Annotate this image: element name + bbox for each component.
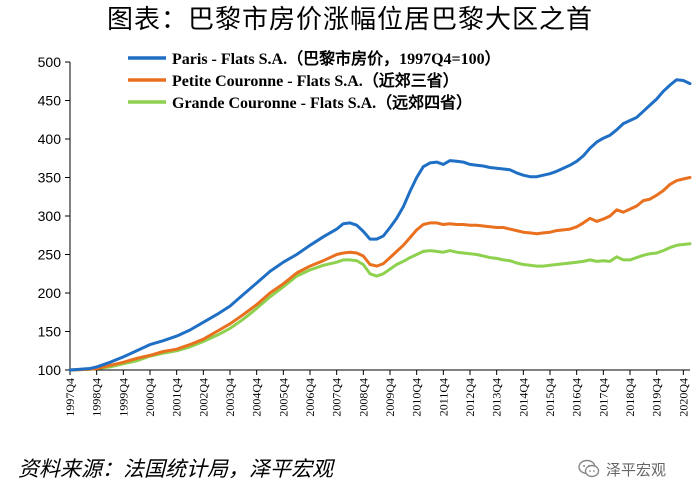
x-tick-label: 2011Q4 — [436, 378, 450, 416]
chart-title: 图表：巴黎市房价涨幅位居巴黎大区之首 — [106, 5, 593, 35]
y-tick-label: 150 — [38, 324, 62, 340]
x-axis: 1997Q4 1998Q4 1999Q4 2000Q4 2001Q4 2002Q4 2003… — [63, 369, 690, 417]
legend-label-0: Paris - Flats S.A.（巴黎市房价，1997Q4=100） — [172, 49, 501, 68]
series-line-2 — [68, 242, 692, 372]
x-tick-label: 2007Q4 — [330, 378, 344, 417]
series-line-1 — [68, 176, 692, 372]
x-tick-label: 2020Q4 — [676, 378, 690, 417]
x-tick-label: 2012Q4 — [463, 378, 477, 417]
series-line-0 — [68, 78, 692, 372]
legend-label-1: Petite Couronne - Flats S.A.（近郊三省） — [172, 71, 459, 90]
wechat-icon — [578, 459, 600, 478]
watermark: 泽平宏观 — [578, 454, 666, 484]
x-tick-label: 2010Q4 — [410, 378, 424, 417]
x-tick-label: 2009Q4 — [383, 378, 397, 417]
x-tick-label: 1998Q4 — [90, 378, 104, 417]
x-tick-label: 2014Q4 — [516, 378, 530, 417]
y-tick-label: 450 — [38, 93, 62, 109]
legend: Paris - Flats S.A.（巴黎市房价，1997Q4=100） Peti… — [128, 49, 501, 112]
x-tick-label: 2004Q4 — [250, 378, 264, 417]
watermark-text: 泽平宏观 — [606, 460, 667, 479]
x-tick-label: 2002Q4 — [196, 378, 210, 417]
x-tick-label: 2000Q4 — [143, 378, 157, 417]
y-tick-label: 400 — [38, 131, 62, 147]
x-tick-label: 2016Q4 — [570, 378, 584, 417]
source-note: 资料来源：法国统计局，泽平宏观 — [18, 457, 333, 481]
y-tick-label: 100 — [38, 362, 62, 378]
x-tick-label: 2019Q4 — [650, 378, 664, 417]
x-tick-label: 2001Q4 — [170, 378, 184, 417]
x-tick-label: 1997Q4 — [63, 378, 77, 417]
y-tick-label: 200 — [38, 285, 62, 301]
y-tick-label: 350 — [38, 170, 62, 186]
x-tick-label: 2013Q4 — [490, 378, 504, 417]
x-tick-label: 2017Q4 — [596, 378, 610, 417]
y-axis: 100 150 200 250 300 350 400 450 500 — [38, 54, 71, 378]
line-chart: 100 150 200 250 300 350 400 450 500 1997Q4 1998Q4… — [38, 49, 692, 417]
x-tick-label: 2015Q4 — [543, 378, 557, 417]
x-tick-label: 2005Q4 — [276, 378, 290, 417]
x-tick-label: 2003Q4 — [223, 378, 237, 417]
plot-lines — [68, 78, 692, 372]
y-tick-label: 500 — [38, 54, 62, 70]
x-tick-label: 2006Q4 — [303, 378, 317, 417]
x-tick-label: 1999Q4 — [116, 378, 130, 417]
x-tick-label: 2008Q4 — [356, 378, 370, 417]
y-tick-label: 250 — [38, 247, 62, 263]
x-tick-label: 2018Q4 — [623, 378, 637, 417]
y-tick-label: 300 — [38, 208, 62, 224]
legend-label-2: Grande Couronne - Flats S.A.（远郊四省） — [172, 93, 472, 112]
